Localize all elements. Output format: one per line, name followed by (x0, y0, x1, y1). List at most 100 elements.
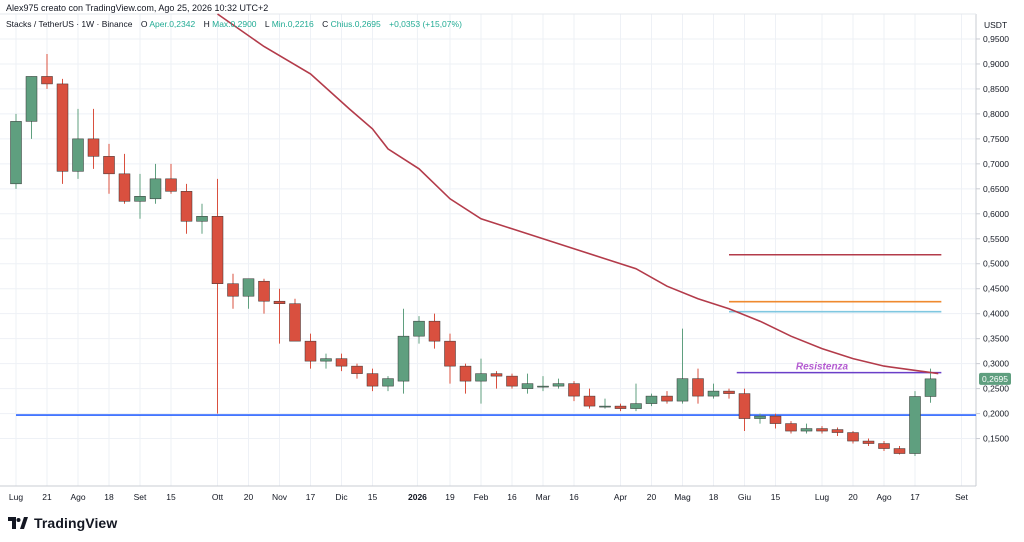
candle-down (304, 333, 317, 369)
resistance-label: Resistenza (796, 362, 849, 373)
candle-up (645, 393, 658, 407)
candle-up (599, 398, 611, 409)
candle-down (56, 78, 69, 184)
time-tick-label: Ott (212, 492, 224, 502)
time-tick-label: 17 (306, 492, 316, 502)
price-tick-label: 0,1500 (983, 434, 1009, 444)
candle-body (800, 428, 813, 432)
candle-up (72, 108, 84, 179)
candle-down (335, 353, 348, 372)
candle-body (320, 358, 332, 362)
candle-body (273, 300, 286, 304)
candle-down (831, 427, 844, 437)
time-tick-label: Mag (674, 492, 691, 502)
candle-down (444, 333, 456, 384)
candle-body (397, 335, 410, 382)
candle-body (645, 395, 658, 404)
price-tick-label: 0,8500 (983, 84, 1009, 94)
price-tick-label: 0,7500 (983, 134, 1009, 144)
candle-down (459, 363, 472, 394)
price-tick-label: 0,7000 (983, 159, 1009, 169)
resistance-annotation: Resistenza (796, 362, 849, 373)
tradingview-logo[interactable]: TradingView (8, 515, 117, 531)
candle-body (754, 415, 766, 419)
candle-down (692, 368, 704, 404)
close-value: Chius.0,2695 (330, 19, 381, 29)
candle-body (134, 196, 146, 202)
candle-down (723, 388, 735, 399)
candle-down (506, 373, 518, 389)
candle-down (165, 163, 177, 194)
candle-body (41, 76, 53, 85)
logo-text: TradingView (34, 515, 118, 531)
chart-grid (0, 13, 977, 487)
candle-body (103, 156, 115, 175)
candle-body (490, 373, 503, 377)
price-tick-label: 0,2500 (983, 384, 1009, 394)
candle-up (521, 373, 534, 394)
candle-body (459, 365, 472, 382)
candle-up (242, 278, 255, 309)
time-tick-label: Apr (614, 492, 627, 502)
candle-body (304, 340, 317, 362)
candle-down (428, 313, 441, 349)
candle-up (676, 328, 689, 404)
candle-down (366, 368, 379, 392)
candle-down (87, 108, 100, 169)
currency-label: USDT (984, 20, 1007, 30)
time-tick-label: 17 (910, 492, 920, 502)
candle-down (661, 391, 673, 404)
candle-body (289, 303, 301, 342)
price-tick-label: 0,6000 (983, 209, 1009, 219)
candle-body (444, 340, 456, 367)
time-tick-label: Set (134, 492, 147, 502)
candle-body (72, 138, 84, 172)
time-tick-label: Ago (70, 492, 85, 502)
candle-body (211, 216, 224, 284)
candle-body (552, 383, 565, 387)
symbol-name[interactable]: Stacks / TetherUS · 1W · Binance (6, 19, 133, 29)
candle-down (211, 178, 224, 414)
candle-body (568, 383, 580, 397)
candle-body (366, 373, 379, 387)
horizontal-lines (16, 253, 976, 416)
candle-body (382, 378, 394, 387)
candle-body (506, 375, 518, 387)
candle-up (754, 413, 766, 424)
low-label: L (264, 19, 270, 29)
candle-down (614, 403, 627, 412)
price-axis[interactable]: USDT 0,1500 0,2000 0,2500 0,3000 0,3500 0,4000… (976, 20, 1011, 444)
candle-body (847, 432, 859, 442)
candle-body (723, 390, 735, 394)
candle-up (134, 173, 146, 219)
candle-down (227, 273, 239, 309)
candle-body (893, 448, 906, 454)
candle-body (862, 440, 875, 444)
candle-down (738, 388, 751, 432)
time-tick-label: Set (955, 492, 968, 502)
symbol-legend: Stacks / TetherUS · 1W · Binance O Aper.… (6, 19, 462, 29)
candle-body (537, 385, 549, 388)
time-axis[interactable]: Lug 21 Ago 18 Set 15 Ott 20 Nov 17 Dic 15 2026 19 Feb 1… (9, 492, 969, 502)
high-label: H (203, 19, 210, 29)
candle-up (196, 203, 208, 234)
time-tick-label: Mar (536, 492, 551, 502)
price-tick-label: 0,6500 (983, 184, 1009, 194)
time-tick-label: 19 (445, 492, 455, 502)
price-tick-label: 0,9500 (983, 34, 1009, 44)
time-tick-label: Dic (335, 492, 348, 502)
candle-down (583, 388, 596, 409)
price-tick-label: 0,9000 (983, 59, 1009, 69)
candle-up (924, 368, 937, 403)
candle-body (583, 395, 596, 407)
close-label: C (322, 19, 329, 29)
time-tick-label: Feb (474, 492, 489, 502)
candle-down (893, 446, 906, 455)
candle-body (351, 365, 363, 374)
candle-body (118, 173, 131, 202)
candle-body (196, 216, 208, 222)
candle-body (521, 383, 534, 389)
candle-up (382, 376, 394, 392)
candle-body (87, 138, 100, 157)
